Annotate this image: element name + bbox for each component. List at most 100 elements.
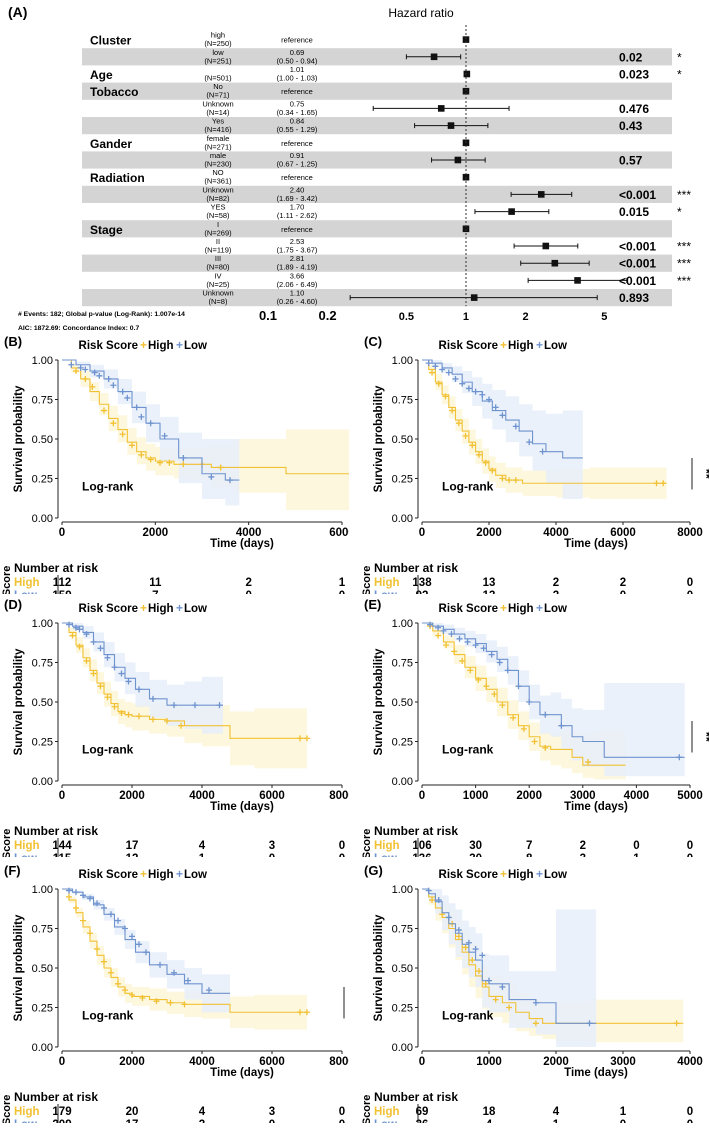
- forest-n: (N=14): [206, 108, 230, 117]
- risk-count-high: 2: [580, 840, 586, 852]
- logrank-label: Log-rank: [82, 742, 134, 756]
- legend-title: Risk Score: [439, 340, 498, 352]
- risk-row-high-label: High: [14, 577, 40, 589]
- forest-p-value: <0.001: [619, 188, 656, 202]
- censor-mark: [673, 1020, 680, 1027]
- logrank-label: Log-rank: [82, 1008, 134, 1022]
- x-tick-label: 1000: [476, 1056, 502, 1068]
- forest-level: II: [216, 237, 220, 246]
- censor-mark: [166, 459, 173, 466]
- censor-mark: [124, 394, 131, 401]
- risk-table-title: Number at risk: [374, 561, 458, 575]
- risk-axis-label: Risk Score: [361, 829, 373, 857]
- censor-mark: [486, 396, 492, 403]
- forest-level: Yes: [212, 117, 224, 126]
- censor-mark: [153, 998, 160, 1005]
- legend-high-icon: +: [500, 338, 507, 352]
- risk-count-low: 0: [687, 853, 693, 857]
- risk-count-low: 17: [126, 1119, 139, 1123]
- forest-n: (N=251): [204, 56, 232, 65]
- censor-mark: [653, 480, 660, 487]
- forest-ci: (1.89 - 4.19): [277, 263, 318, 272]
- censor-mark: [180, 454, 187, 461]
- censor-mark: [192, 702, 198, 709]
- legend-low-icon: +: [176, 601, 183, 615]
- censor-mark: [119, 388, 126, 395]
- censor-mark: [125, 711, 132, 718]
- censor-mark: [96, 372, 103, 379]
- forest-p-value: <0.001: [619, 257, 656, 271]
- censor-mark: [115, 917, 121, 924]
- censor-mark: [472, 642, 479, 649]
- risk-count-low: 0: [687, 1119, 693, 1123]
- risk-count-low: 36: [416, 1119, 429, 1123]
- censor-mark: [129, 991, 135, 998]
- y-tick-label: 0.00: [392, 1042, 413, 1054]
- band-high: [422, 360, 667, 500]
- risk-axis-label: Risk Score: [1, 1095, 13, 1123]
- censor-mark: [427, 621, 434, 628]
- x-axis-label: Time (days): [210, 1067, 274, 1079]
- risk-count-high: 179: [52, 1106, 71, 1118]
- x-tick-label: 0: [59, 527, 65, 539]
- band-low: [62, 360, 240, 506]
- risk-row-high-label: High: [14, 1106, 40, 1118]
- legend-low-icon: +: [536, 338, 543, 352]
- x-axis-label: Time (days): [210, 538, 274, 550]
- censor-mark: [110, 420, 117, 427]
- y-tick-label: 1.00: [392, 355, 413, 367]
- censor-mark: [429, 897, 436, 904]
- forest-n: (N=25): [206, 280, 230, 289]
- censor-mark: [104, 694, 111, 701]
- forest-ci: (1.11 - 2.62): [277, 211, 318, 220]
- censor-mark: [660, 480, 667, 487]
- legend-title: Risk Score: [439, 869, 498, 881]
- censor-mark: [462, 944, 469, 951]
- band-high: [62, 889, 307, 1032]
- risk-count-high: 69: [416, 1106, 429, 1118]
- forest-point: [462, 225, 470, 233]
- forest-level: Unknown: [202, 185, 233, 194]
- forest-hr: 1.70: [290, 203, 305, 212]
- forest-point: [454, 156, 462, 164]
- censor-mark: [208, 473, 215, 480]
- censor-mark: [94, 946, 100, 953]
- x-tick-label: 4000: [189, 790, 215, 802]
- censor-mark: [297, 1009, 303, 1016]
- censor-mark: [83, 631, 90, 638]
- risk-count-low: 1: [553, 1119, 560, 1123]
- censor-mark: [94, 900, 100, 907]
- legend-low-label: Low: [544, 340, 567, 352]
- censor-mark: [129, 442, 135, 449]
- censor-mark: [150, 695, 156, 702]
- panel-label: (D): [4, 597, 22, 612]
- band-high: [62, 360, 349, 511]
- risk-table-title: Number at risk: [14, 824, 98, 838]
- censor-mark: [143, 949, 149, 956]
- legend-high-icon: +: [140, 601, 147, 615]
- censor-mark: [504, 667, 511, 674]
- censor-mark: [73, 624, 79, 631]
- censor-mark: [531, 738, 538, 745]
- x-axis-label: Time (days): [564, 801, 628, 813]
- forest-p-value: <0.001: [619, 240, 656, 254]
- x-tick-label: 5000: [677, 790, 703, 802]
- forest-point: [508, 208, 515, 215]
- censor-mark: [125, 678, 132, 685]
- risk-count-low: 0: [687, 590, 693, 594]
- censor-mark: [138, 451, 145, 458]
- censor-mark: [105, 375, 112, 382]
- forest-row-band: [82, 254, 672, 272]
- censor-mark: [217, 464, 224, 471]
- forest-level: NO: [212, 168, 223, 177]
- censor-mark: [108, 969, 114, 976]
- forest-level: No: [213, 82, 223, 91]
- y-axis-label: Survival probability: [13, 648, 25, 755]
- legend-high-icon: +: [140, 867, 147, 881]
- censor-mark: [118, 670, 125, 677]
- censor-mark: [520, 725, 527, 732]
- censor-mark: [465, 385, 472, 392]
- forest-n: (N=8): [209, 297, 228, 306]
- risk-count-high: 4: [553, 1106, 560, 1118]
- censor-mark: [150, 716, 156, 723]
